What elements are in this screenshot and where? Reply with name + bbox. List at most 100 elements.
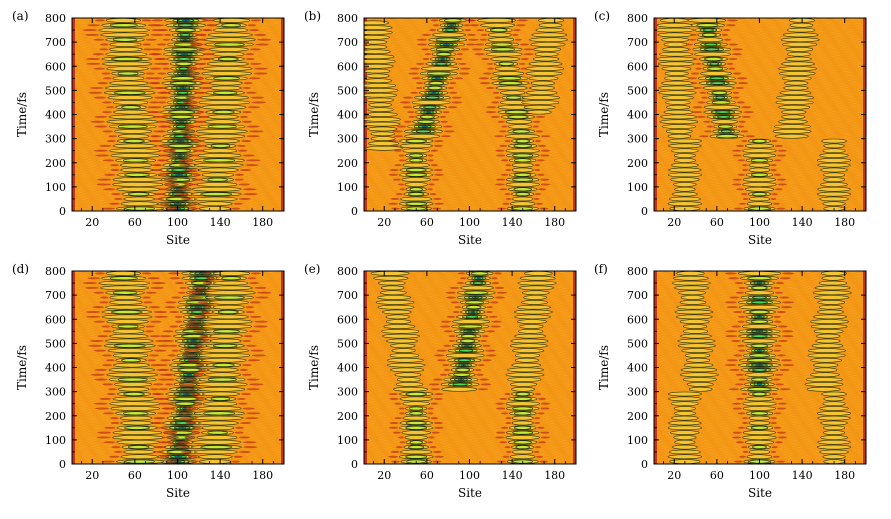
fringe-stripe [243, 335, 253, 338]
density-blob [711, 119, 738, 125]
density-blob [674, 309, 714, 315]
density-blob [772, 129, 812, 134]
ripple-line [654, 63, 863, 68]
density-blob [125, 459, 155, 464]
ripple-line [364, 137, 573, 142]
x-tick-label: 60 [128, 216, 142, 229]
fringe-stripe [739, 455, 747, 458]
fringe-stripe [474, 53, 485, 56]
density-blob [121, 358, 141, 363]
density-blob [105, 51, 148, 57]
fringe-stripe [99, 43, 109, 46]
x-axis: 20 60 100 140 180 [663, 271, 856, 482]
fringe-stripe [487, 67, 495, 70]
density-blob [664, 71, 689, 76]
fringe-stripe [202, 29, 213, 32]
fringe-stripe [725, 24, 736, 27]
density-blob [405, 139, 427, 143]
fringe-stripe [741, 393, 748, 396]
density-blob [417, 119, 435, 124]
fringe-stripe [231, 207, 241, 210]
density-blob [751, 377, 768, 382]
density-blob [101, 61, 153, 67]
density-blob [199, 206, 231, 211]
ripple-line [364, 407, 574, 412]
density-blob [511, 420, 534, 426]
fringe-stripe [168, 272, 181, 275]
density-blob [169, 81, 197, 86]
density-blob [206, 61, 249, 67]
fringe-stripe [408, 72, 419, 75]
fringe-stripe [239, 368, 249, 371]
fringe-stripe [432, 197, 442, 200]
fringe-stripe [394, 417, 402, 420]
fringe-stripe [389, 421, 399, 425]
panel-label: (f) [594, 262, 608, 276]
fringe-stripe [495, 149, 505, 152]
density-blob [201, 357, 247, 363]
ripple-line [364, 126, 573, 131]
fringe-stripe [388, 202, 398, 205]
fringe-stripe [741, 115, 751, 118]
density-blob [365, 97, 394, 103]
density-blob [364, 54, 395, 59]
fringe-stripe [238, 436, 250, 439]
density-blob [662, 124, 697, 129]
ripple-line [364, 187, 574, 192]
density-blob [742, 177, 777, 182]
density-core [758, 316, 761, 318]
fringe-stripe [151, 393, 162, 396]
x-tick-label: 100 [749, 216, 770, 229]
fringe-stripe [774, 144, 783, 147]
density-blob [673, 411, 696, 416]
y-axis-label: Time/fs [15, 92, 29, 137]
fringe-stripe [738, 286, 746, 289]
density-blob [661, 37, 690, 43]
density-blob [817, 309, 844, 315]
fringe-stripe [103, 188, 116, 191]
fringe-stripe [468, 38, 479, 41]
density-blob [113, 343, 146, 348]
fringe-stripe [82, 282, 97, 285]
density-blob [513, 143, 532, 148]
density-blob [513, 440, 532, 445]
fringe-stripe [185, 168, 197, 172]
fringe-stripe [233, 202, 243, 205]
density-blob [193, 449, 238, 455]
fringe-stripe [534, 417, 541, 420]
density-blob [752, 139, 767, 143]
density-blob [515, 139, 530, 143]
fringe-stripe [101, 72, 111, 75]
fringe-stripe [537, 173, 545, 176]
fringe-stripe [432, 24, 440, 27]
density-blob [664, 75, 690, 81]
fringe-stripe [434, 202, 444, 205]
fringe-stripe [491, 101, 500, 104]
fringe-stripe [86, 57, 101, 61]
density-blob [364, 78, 393, 84]
ripple-line [364, 115, 573, 120]
fringe-stripe [101, 207, 115, 210]
density-blob [514, 172, 532, 177]
wave-packet [521, 18, 569, 115]
density-blob [399, 143, 433, 149]
density-blob [127, 192, 150, 196]
density-blob [212, 90, 238, 95]
density-blob [203, 411, 236, 416]
density-blob [506, 95, 522, 100]
fringe-stripe [431, 431, 440, 434]
density-blob [364, 63, 394, 69]
density-blob [820, 182, 848, 187]
fringe-stripe [775, 282, 785, 285]
fringe-stripe [452, 310, 460, 314]
x-tick-label: 20 [667, 216, 681, 229]
fringe-stripe [255, 43, 269, 46]
fringe-stripe [477, 364, 485, 367]
fringe-stripe [731, 325, 741, 328]
y-tick-label: 200 [627, 157, 648, 170]
fringe-stripe [156, 91, 172, 94]
density-blob [113, 109, 150, 115]
density-blob [364, 112, 398, 117]
density-blob [751, 334, 768, 338]
density-blob [98, 27, 150, 33]
